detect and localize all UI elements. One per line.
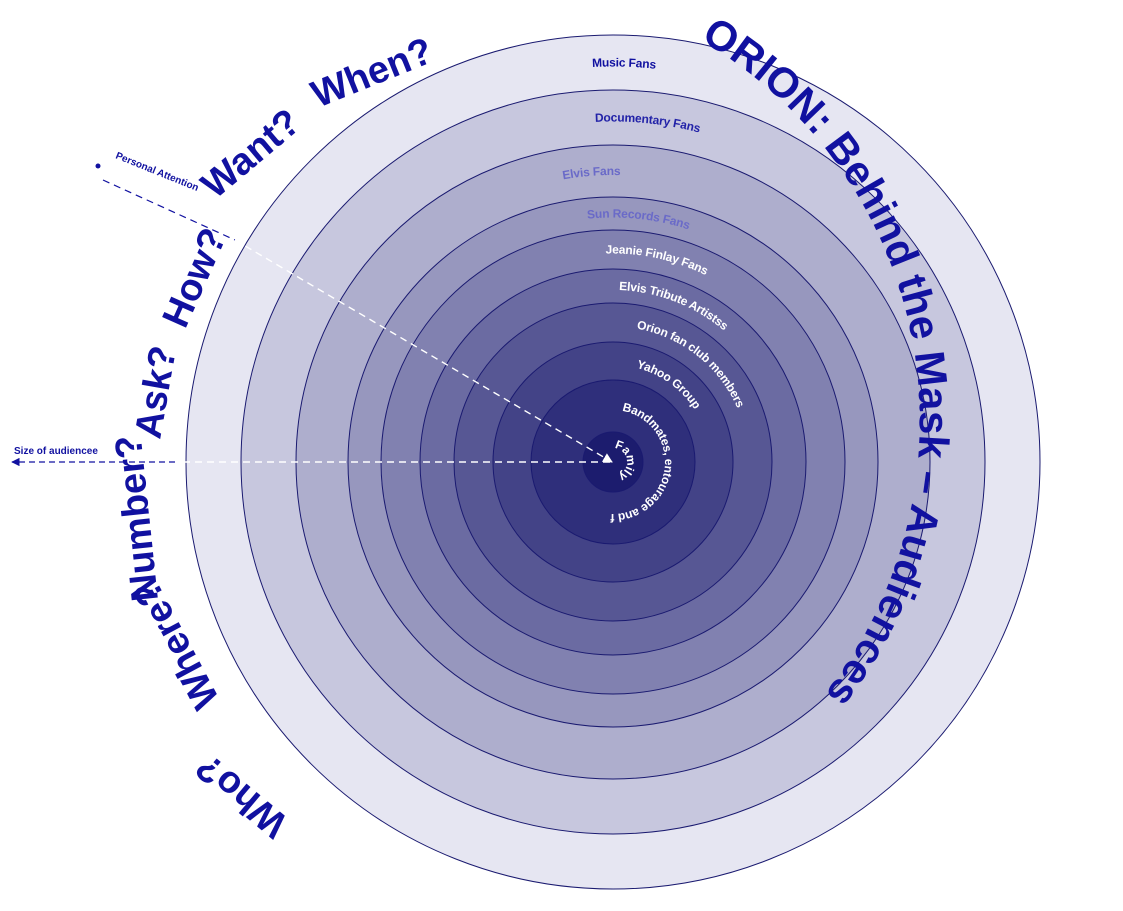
- question-number: Number?: [108, 433, 167, 603]
- size-of-audience-label: Size of audiencee: [14, 446, 98, 457]
- rings-group: [185, 34, 1041, 890]
- size-of-audience-axis: Size of audiencee: [11, 446, 610, 467]
- question-who: Who?: [188, 745, 296, 845]
- ring-label-1: Music Fans: [592, 55, 657, 71]
- axis-start-dot: [95, 163, 101, 169]
- question-ask: Ask?: [128, 343, 185, 442]
- personal-attention-label: Personal Attention: [114, 151, 200, 194]
- ring-label-3: Elvis Fans: [561, 164, 621, 182]
- personal-attention-line-outer: [102, 179, 236, 241]
- personal-attention-line-inner: [234, 239, 613, 463]
